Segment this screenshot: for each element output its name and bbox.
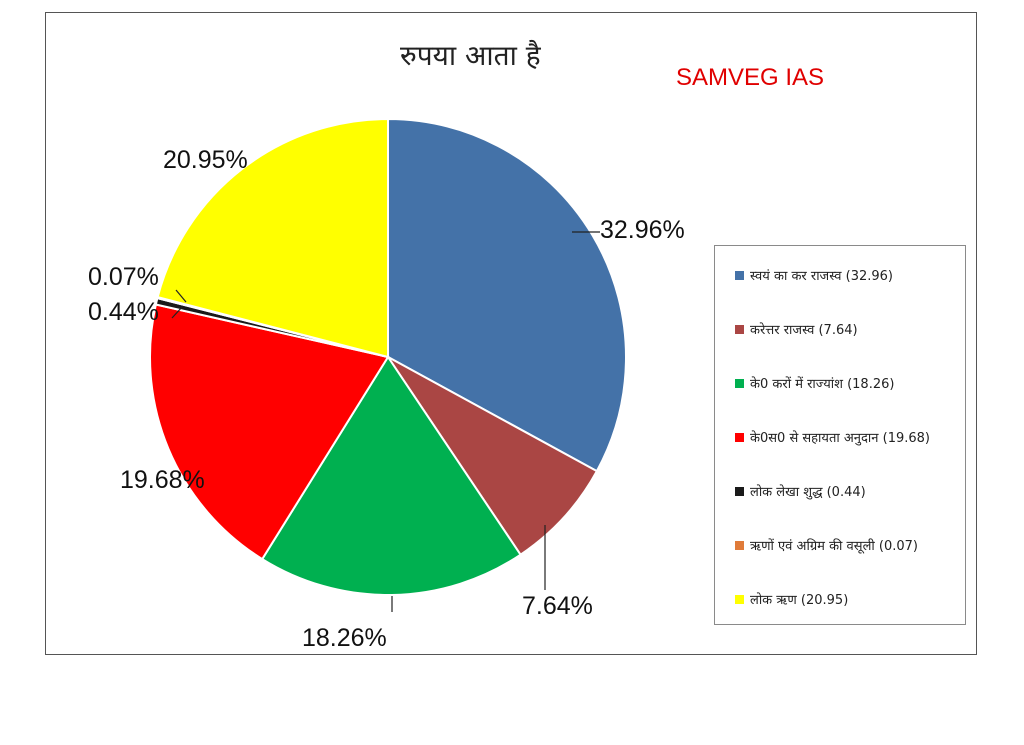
- leader-line-4: [171, 305, 184, 319]
- pie-slice-1: [387, 356, 599, 557]
- legend-label: ऋणों एवं अग्रिम की वसूली (0.07): [750, 539, 918, 554]
- pie-slice-0: [387, 117, 627, 473]
- legend-label: के0 करों में राज्यांश (18.26): [750, 377, 895, 392]
- data-label-1: 7.64%: [522, 592, 593, 620]
- legend-label: करेत्तर राजस्व (7.64): [750, 323, 858, 338]
- pie-slice-6: [156, 117, 389, 359]
- legend-swatch: [735, 486, 744, 496]
- legend-swatch: [735, 378, 744, 388]
- data-label-4: 0.44%: [88, 298, 159, 326]
- chart-title: रुपया आता है: [400, 39, 541, 72]
- legend-item: करेत्तर राजस्व (7.64): [735, 320, 858, 338]
- data-label-0: 32.96%: [600, 216, 685, 244]
- brand-watermark: SAMVEG IAS: [676, 64, 825, 91]
- pie-slice-2: [260, 355, 522, 596]
- data-label-3: 19.68%: [120, 466, 205, 494]
- legend-item: के0 करों में राज्यांश (18.26): [735, 374, 894, 392]
- legend-label: लोक ऋण (20.95): [750, 593, 849, 608]
- legend-item: के0स0 से सहायता अनुदान (19.68): [735, 428, 930, 446]
- legend-item: स्वयं का कर राजस्व (32.96): [735, 266, 893, 284]
- legend-item: ऋणों एवं अग्रिम की वसूली (0.07): [735, 536, 918, 554]
- legend-item: लोक ऋण (20.95): [735, 590, 848, 608]
- data-label-2: 18.26%: [302, 624, 387, 652]
- legend-swatch: [735, 540, 744, 550]
- legend: स्वयं का कर राजस्व (32.96) करेत्तर राजस्व…: [714, 245, 966, 625]
- legend-label: के0स0 से सहायता अनुदान (19.68): [750, 431, 930, 446]
- legend-label: स्वयं का कर राजस्व (32.96): [750, 269, 893, 284]
- legend-label: लोक लेखा शुद्ध (0.44): [750, 485, 866, 500]
- data-label-6: 20.95%: [163, 146, 248, 174]
- legend-item: लोक लेखा शुद्ध (0.44): [735, 482, 866, 500]
- legend-swatch: [735, 432, 744, 442]
- legend-swatch: [735, 270, 744, 280]
- leader-line-5: [175, 289, 187, 303]
- legend-swatch: [735, 324, 744, 334]
- data-label-5: 0.07%: [88, 263, 159, 291]
- pie-slice-3: [149, 303, 390, 561]
- legend-swatch: [735, 594, 744, 604]
